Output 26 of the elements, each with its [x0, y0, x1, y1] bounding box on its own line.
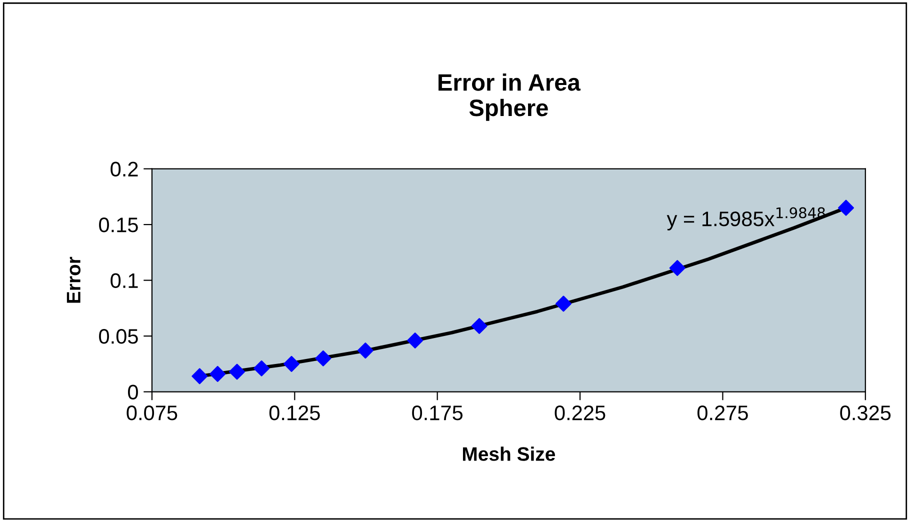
point [210, 366, 226, 382]
y-tick-label: 0.1 [110, 273, 138, 288]
point [315, 350, 332, 366]
point [192, 368, 208, 384]
y-axis-title: Error [66, 256, 80, 303]
point [254, 360, 270, 376]
point [556, 296, 572, 312]
chart-title: Error in Area Sphere [438, 73, 581, 121]
x-tick-label: 0.225 [554, 406, 606, 420]
x-tick-label: 0.075 [126, 406, 178, 420]
point [838, 200, 854, 216]
x-tick-label: 0.325 [840, 406, 891, 420]
x-tick-label: 0.125 [269, 406, 320, 420]
x-axis-title: Mesh Size [462, 446, 556, 461]
point [284, 356, 300, 372]
point [669, 260, 686, 276]
point [229, 364, 245, 380]
point [471, 318, 488, 334]
x-tick-label: 0.175 [412, 406, 463, 420]
y-tick-label: 0 [128, 384, 138, 400]
point [407, 332, 424, 348]
y-tick-label: 0.15 [99, 218, 138, 232]
y-tick-label: 0.2 [110, 162, 138, 177]
y-tick-label: 0.05 [99, 329, 138, 344]
point [357, 342, 374, 359]
x-tick-label: 0.275 [697, 406, 748, 420]
